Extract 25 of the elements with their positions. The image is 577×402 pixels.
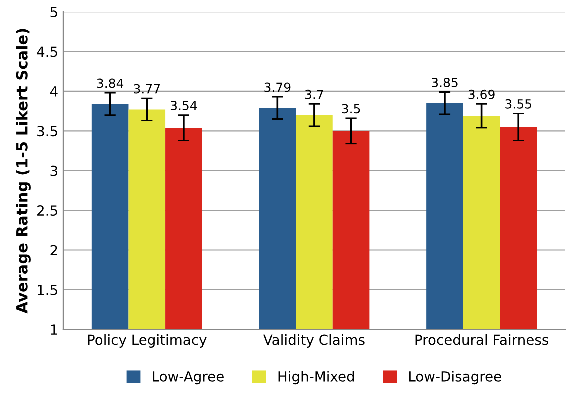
data-label: 3.85 bbox=[432, 78, 458, 88]
x-tick-label: Procedural Fairness bbox=[416, 334, 548, 346]
y-tick-label: 5 bbox=[50, 7, 58, 18]
legend-label: High-Mixed bbox=[278, 371, 354, 385]
x-tick-label: Validity Claims bbox=[264, 334, 365, 348]
data-label: 3.79 bbox=[264, 82, 291, 92]
x-tick-label: Policy Legitimacy bbox=[88, 334, 207, 348]
legend-label: Low-Agree bbox=[153, 372, 224, 385]
y-tick-label: 1.5 bbox=[38, 285, 58, 296]
y-tick-label: 4 bbox=[50, 86, 58, 97]
y-tick-label: 2.5 bbox=[38, 206, 58, 216]
y-tick-label: 3 bbox=[50, 166, 58, 176]
data-label: 3.5 bbox=[342, 104, 360, 114]
y-tick-label: 4.5 bbox=[37, 46, 58, 58]
y-axis-title: Average Rating (1-5 Likert Scale) bbox=[16, 29, 31, 314]
data-label: 3.84 bbox=[97, 78, 124, 88]
legend-label: Low-Disagree bbox=[410, 371, 502, 385]
y-tick-label: 3.5 bbox=[38, 126, 58, 137]
data-label: 3.55 bbox=[506, 99, 532, 109]
data-label: 3.54 bbox=[170, 101, 198, 110]
data-label: 3.77 bbox=[134, 84, 160, 94]
y-tick-label: 2 bbox=[50, 245, 58, 256]
y-tick-label: 1 bbox=[51, 324, 58, 335]
data-label: 3.7 bbox=[305, 90, 324, 100]
data-label: 3.69 bbox=[468, 90, 495, 100]
